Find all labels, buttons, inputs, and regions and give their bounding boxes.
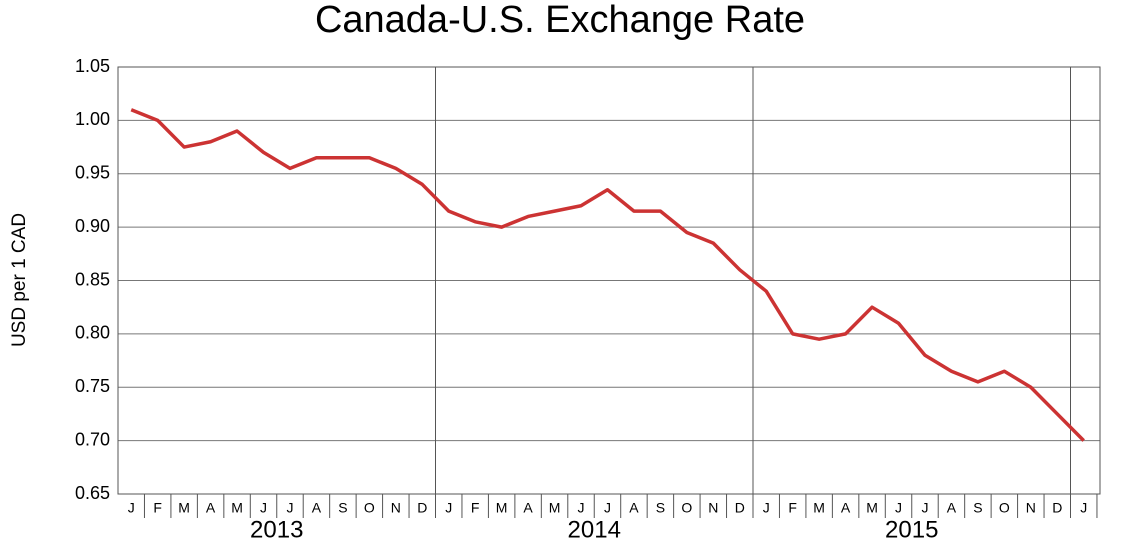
x-tick-label: O: [999, 500, 1010, 516]
x-tick-label: O: [681, 500, 692, 516]
x-tick-label: D: [1052, 500, 1062, 516]
year-label: 2014: [568, 516, 621, 543]
y-tick-label: 0.75: [75, 376, 110, 396]
data-line: [130, 108, 1085, 442]
year-label: 2015: [885, 516, 938, 543]
y-tick-label: 0.95: [75, 163, 110, 183]
x-tick-label: A: [841, 500, 851, 516]
x-tick-label: M: [178, 500, 190, 516]
x-tick-label: J: [763, 500, 770, 516]
x-tick-label: M: [549, 500, 561, 516]
chart-title: Canada-U.S. Exchange Rate: [315, 0, 805, 41]
x-tick-label: O: [364, 500, 375, 516]
y-tick-label: 0.70: [75, 429, 110, 449]
year-label: 2013: [250, 516, 303, 543]
x-tick-label: M: [496, 500, 508, 516]
plot-frame: [117, 66, 1101, 495]
x-tick-label: A: [523, 500, 533, 516]
x-tick-label: M: [866, 500, 878, 516]
x-tick-label: J: [895, 500, 902, 516]
y-tick-label: 0.90: [75, 216, 110, 236]
x-tick-label: M: [813, 500, 825, 516]
x-tick-label: A: [947, 500, 957, 516]
x-tick-label: S: [338, 500, 347, 516]
x-tick-label: N: [708, 500, 718, 516]
x-tick-label: A: [312, 500, 322, 516]
x-tick-label: D: [417, 500, 427, 516]
y-tick-label: 1.05: [75, 56, 110, 76]
x-tick-label: S: [973, 500, 982, 516]
x-tick-label: F: [153, 500, 162, 516]
x-tick-label: J: [260, 500, 267, 516]
x-tick-label: J: [604, 500, 611, 516]
x-tick-label: J: [578, 500, 585, 516]
x-tick-label: D: [735, 500, 745, 516]
x-tick-label: M: [231, 500, 243, 516]
x-tick-label: F: [788, 500, 797, 516]
y-tick-label: 0.85: [75, 269, 110, 289]
x-tick-label: A: [206, 500, 216, 516]
y-tick-label: 0.80: [75, 323, 110, 343]
y-tick-label: 1.00: [75, 109, 110, 129]
x-tick-label: J: [445, 500, 452, 516]
x-tick-label: N: [1026, 500, 1036, 516]
y-tick-label: 0.65: [75, 483, 110, 503]
x-tick-label: N: [391, 500, 401, 516]
x-tick-label: J: [286, 500, 293, 516]
y-axis-label: USD per 1 CAD: [9, 213, 30, 347]
x-tick-label: F: [471, 500, 480, 516]
x-tick-label: J: [921, 500, 928, 516]
x-tick-label: J: [128, 500, 135, 516]
x-tick-label: A: [629, 500, 639, 516]
x-tick-label: J: [1080, 500, 1087, 516]
x-tick-label: S: [656, 500, 665, 516]
